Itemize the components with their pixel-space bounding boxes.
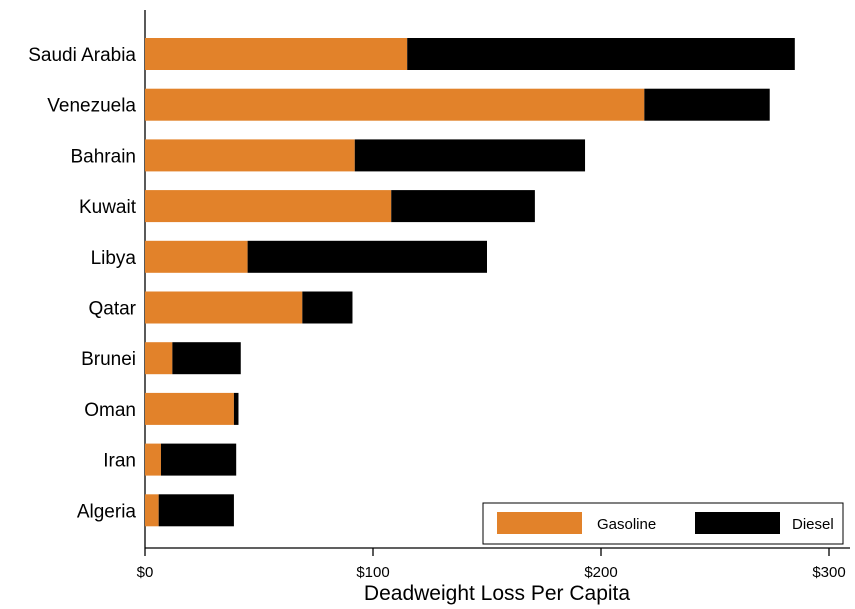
bar-diesel-venezuela <box>644 88 770 121</box>
category-label-algeria: Algeria <box>77 501 137 522</box>
category-label-saudi-arabia: Saudi Arabia <box>28 45 136 66</box>
bar-diesel-kuwait <box>391 190 535 223</box>
x-tick-label-200: $200 <box>584 564 617 581</box>
x-tick-label-0: $0 <box>137 564 154 581</box>
bar-gasoline-libya <box>145 240 248 273</box>
bar-gasoline-algeria <box>145 494 159 527</box>
category-label-qatar: Qatar <box>88 299 136 320</box>
legend-label-gasoline: Gasoline <box>597 516 656 533</box>
bar-gasoline-qatar <box>145 291 303 324</box>
bar-gasoline-oman <box>145 392 234 425</box>
legend-swatch-diesel <box>695 512 780 534</box>
x-axis-ticks: $0 $100 $200 $300 <box>137 548 846 581</box>
bar-diesel-libya <box>247 240 487 273</box>
bar-diesel-qatar <box>302 291 353 324</box>
bar-gasoline-saudi-arabia <box>145 38 408 70</box>
category-label-bahrain: Bahrain <box>71 146 137 167</box>
bar-gasoline-brunei <box>145 342 173 375</box>
x-tick-label-300: $300 <box>812 564 845 581</box>
category-label-iran: Iran <box>103 451 136 472</box>
x-tick-label-100: $100 <box>356 564 389 581</box>
bar-diesel-algeria <box>158 494 234 527</box>
bar-gasoline-bahrain <box>145 139 355 172</box>
category-label-libya: Libya <box>91 248 137 269</box>
category-label-kuwait: Kuwait <box>79 197 137 218</box>
bar-group <box>145 38 795 527</box>
legend-label-diesel: Diesel <box>792 516 834 533</box>
bar-gasoline-kuwait <box>145 190 392 223</box>
bar-diesel-brunei <box>172 342 241 375</box>
bar-diesel-iran <box>160 443 237 476</box>
category-label-venezuela: Venezuela <box>47 96 136 117</box>
x-axis-title: Deadweight Loss Per Capita <box>364 582 630 605</box>
legend: Gasoline Diesel <box>482 502 844 545</box>
legend-swatch-gasoline <box>497 512 582 534</box>
category-label-oman: Oman <box>84 400 136 421</box>
bar-gasoline-venezuela <box>145 88 645 121</box>
category-label-brunei: Brunei <box>81 349 136 370</box>
category-labels: Saudi Arabia Venezuela Bahrain Kuwait Libya Q… <box>28 45 136 522</box>
bar-gasoline-iran <box>145 443 161 476</box>
bar-diesel-bahrain <box>354 139 586 172</box>
bar-diesel-saudi-arabia <box>407 38 795 70</box>
bar-diesel-oman <box>233 392 239 425</box>
